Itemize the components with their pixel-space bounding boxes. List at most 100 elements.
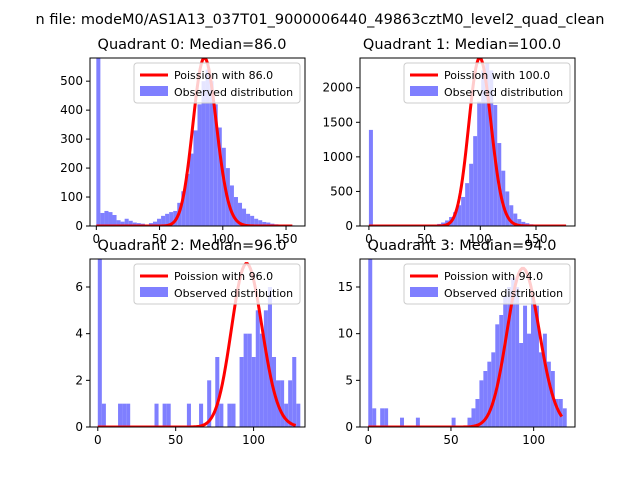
- histogram-bar: [451, 417, 456, 427]
- histogram-bar: [229, 185, 234, 226]
- histogram-bar: [542, 333, 547, 427]
- histogram-bar: [531, 296, 535, 427]
- legend-box: [403, 263, 571, 305]
- histogram-bar: [97, 259, 102, 427]
- x-tick-label: 150: [525, 232, 548, 246]
- histogram-bar: [254, 218, 259, 226]
- y-tick-label: 2: [75, 373, 83, 387]
- histogram-bar: [189, 153, 194, 226]
- legend-hist-label: Observed distribution: [174, 287, 293, 300]
- y-tick-label: 0: [345, 219, 353, 233]
- histogram-bar: [259, 333, 264, 427]
- histogram-bar: [255, 310, 260, 427]
- x-tick-label: 100: [242, 433, 265, 447]
- histogram-bar: [368, 259, 373, 427]
- legend-hist-swatch: [140, 86, 168, 96]
- x-tick-label: 100: [522, 433, 545, 447]
- histogram-bar: [415, 417, 420, 427]
- y-tick-label: 10: [338, 327, 353, 341]
- histogram-bar: [554, 399, 559, 427]
- y-tick-label: 500: [330, 184, 353, 198]
- histogram-bar: [511, 277, 516, 427]
- histogram-bar: [233, 197, 238, 226]
- x-tick-label: 100: [211, 232, 234, 246]
- histogram-bar: [513, 213, 518, 226]
- histogram-bar: [128, 220, 133, 226]
- histogram-bar: [124, 218, 129, 226]
- y-tick-label: 0: [75, 219, 83, 233]
- histogram-bar: [199, 403, 204, 427]
- y-tick-label: 500: [60, 74, 83, 88]
- legend-poisson-label: Poission with 94.0: [444, 270, 543, 283]
- histogram-bar: [250, 215, 255, 226]
- histogram-bar: [181, 191, 186, 226]
- histogram-bar: [162, 403, 167, 427]
- histogram-bar: [400, 417, 404, 427]
- histogram-bar: [501, 170, 506, 226]
- histogram-bar: [515, 287, 520, 427]
- histogram-bar: [152, 221, 158, 226]
- histogram-bar: [122, 403, 127, 427]
- histogram-bar: [209, 81, 214, 226]
- y-tick-label: 0: [75, 420, 83, 434]
- histogram-bar: [112, 214, 117, 226]
- histogram-bar: [242, 208, 247, 226]
- histogram-bar: [101, 403, 106, 427]
- histogram-bar: [120, 221, 125, 226]
- histogram-bar: [231, 403, 236, 427]
- y-tick-label: 5: [345, 373, 353, 387]
- y-tick-label: 1500: [322, 115, 353, 129]
- legend-poisson-label: Poission with 96.0: [174, 270, 273, 283]
- histogram-bar: [562, 408, 567, 427]
- histogram-bar: [507, 287, 512, 427]
- histogram-bar: [489, 70, 494, 226]
- legend: Poission with 96.0 Observed distribution: [133, 263, 301, 305]
- histogram-bar: [247, 333, 252, 427]
- x-tick-label: 50: [152, 232, 167, 246]
- x-tick-label: 150: [275, 232, 298, 246]
- histogram-bar: [118, 403, 123, 427]
- histogram-bar: [227, 403, 232, 427]
- histogram-bar: [505, 191, 510, 226]
- panel-quadrant-0: Quadrant 0: Median=86.0 0 50 100 150 0 100 200…: [60, 37, 306, 246]
- histogram-bar: [521, 221, 526, 226]
- legend: Poission with 86.0 Observed distribution: [133, 62, 301, 104]
- y-tick-label: 400: [60, 103, 83, 117]
- histogram-bar: [237, 202, 243, 226]
- histogram-bar: [215, 357, 220, 427]
- histogram-bar: [132, 222, 137, 226]
- y-tick-label: 0: [345, 420, 353, 434]
- histogram-bar: [288, 380, 293, 427]
- panel-title: Quadrant 1: Median=100.0: [363, 37, 561, 53]
- panel-title: Quadrant 3: Median=94.0: [368, 238, 557, 254]
- histogram-bar: [485, 63, 490, 226]
- y-tick-label: 2000: [322, 81, 353, 95]
- y-tick-label: 4: [75, 327, 83, 341]
- legend-poisson-label: Poission with 100.0: [444, 69, 550, 82]
- histogram-bar: [262, 221, 267, 226]
- histogram-bar: [467, 417, 472, 427]
- histogram-bar: [487, 361, 492, 427]
- legend-box: [133, 62, 301, 104]
- histogram-bars: [96, 58, 299, 226]
- histogram-bar: [519, 343, 524, 427]
- legend-box: [133, 263, 301, 305]
- histogram-bar: [453, 212, 458, 226]
- histogram-bar: [477, 101, 482, 226]
- axes-frame: [359, 258, 576, 428]
- legend-hist-label: Observed distribution: [444, 86, 563, 99]
- histogram-bar: [251, 357, 256, 427]
- x-tick-label: 50: [168, 433, 183, 447]
- histogram-bar: [186, 403, 191, 427]
- panel-quadrant-3: Quadrant 3: Median=94.0 0 50 100 0 5 10 15 Pois…: [338, 238, 576, 447]
- histogram-bar: [503, 296, 508, 427]
- histogram-bar: [495, 324, 500, 427]
- histogram-bar: [193, 130, 198, 226]
- histogram-bar: [243, 333, 248, 427]
- histogram-bar: [292, 357, 297, 427]
- histogram-bar: [368, 129, 373, 226]
- legend-box: [403, 62, 571, 104]
- histogram-bar: [280, 380, 285, 427]
- histogram-bar: [100, 212, 105, 226]
